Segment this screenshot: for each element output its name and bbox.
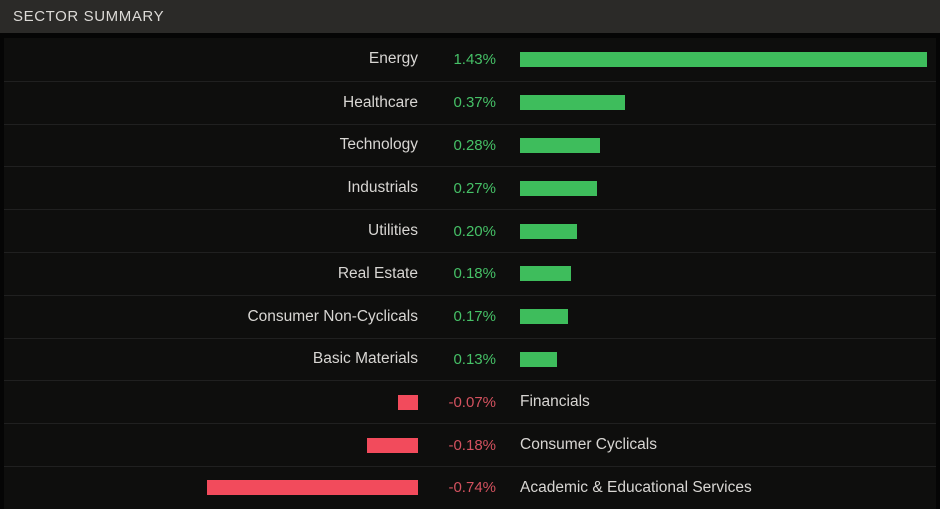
sector-label: Consumer Non-Cyclicals <box>247 307 418 325</box>
sector-label: Industrials <box>347 179 418 197</box>
row-value-zone: 0.28% <box>418 125 500 167</box>
sector-row-basic-materials[interactable]: Basic Materials 0.13% <box>4 337 936 381</box>
row-bar-zone: Consumer Cyclicals <box>500 424 936 466</box>
sector-change-value: 0.17% <box>453 308 496 326</box>
sector-change-value: -0.74% <box>448 479 496 497</box>
sector-bar <box>520 266 571 282</box>
sector-label: Technology <box>339 136 418 154</box>
row-value-zone: -0.18% <box>418 424 500 466</box>
row-left-zone <box>4 381 418 423</box>
sector-change-value: -0.18% <box>448 436 496 454</box>
widget-title: SECTOR SUMMARY <box>13 8 165 25</box>
sector-label: Energy <box>368 50 418 68</box>
row-bar-zone <box>500 167 936 209</box>
sector-row-energy[interactable]: Energy 1.43% <box>4 38 936 81</box>
sector-change-value: 0.37% <box>453 94 496 112</box>
sector-change-value: 1.43% <box>453 50 496 68</box>
sector-bar <box>207 480 418 496</box>
row-value-zone: -0.07% <box>418 381 500 423</box>
sector-change-value: 0.28% <box>453 136 496 154</box>
row-value-zone: 0.17% <box>418 296 500 338</box>
sector-label: Healthcare <box>343 93 418 111</box>
sector-bar <box>520 309 568 325</box>
sector-label: Academic & Educational Services <box>520 478 752 496</box>
row-left-zone: Real Estate <box>4 253 418 295</box>
row-bar-zone: Academic & Educational Services <box>500 467 936 509</box>
sector-label: Utilities <box>368 222 418 240</box>
sector-rows: Energy 1.43% Healthcare 0.37% Technology 0.28… <box>4 38 936 509</box>
sector-bar <box>520 137 600 153</box>
row-value-zone: 0.20% <box>418 210 500 252</box>
row-bar-zone <box>500 210 936 252</box>
row-bar-zone <box>500 339 936 381</box>
sector-label: Basic Materials <box>312 350 418 368</box>
row-value-zone: 1.43% <box>418 38 500 81</box>
sector-row-utilities[interactable]: Utilities 0.20% <box>4 209 936 252</box>
sector-label: Consumer Cyclicals <box>520 436 657 454</box>
sector-change-value: 0.27% <box>453 179 496 197</box>
sector-row-financials[interactable]: -0.07% Financials <box>4 380 936 424</box>
row-bar-zone <box>500 253 936 295</box>
sector-bar <box>520 180 597 196</box>
row-value-zone: -0.74% <box>418 467 500 509</box>
widget-header: SECTOR SUMMARY <box>0 0 940 33</box>
row-left-zone: Utilities <box>4 210 418 252</box>
sector-label: Financials <box>520 393 590 411</box>
row-left-zone: Basic Materials <box>4 339 418 381</box>
row-left-zone: Healthcare <box>4 82 418 124</box>
sector-bar <box>520 95 625 111</box>
sector-row-technology[interactable]: Technology 0.28% <box>4 123 936 167</box>
row-value-zone: 0.37% <box>418 82 500 124</box>
sector-row-healthcare[interactable]: Healthcare 0.37% <box>4 80 936 124</box>
row-left-zone: Industrials <box>4 167 418 209</box>
sector-bar <box>520 351 557 367</box>
sector-bar <box>520 223 577 239</box>
row-bar-zone: Financials <box>500 381 936 423</box>
sector-change-value: -0.07% <box>448 393 496 411</box>
row-left-zone: Consumer Non-Cyclicals <box>4 296 418 338</box>
row-left-zone <box>4 424 418 466</box>
row-value-zone: 0.18% <box>418 253 500 295</box>
row-left-zone: Energy <box>4 38 418 81</box>
sector-row-consumer-non-cyclicals[interactable]: Consumer Non-Cyclicals 0.17% <box>4 294 936 338</box>
row-left-zone <box>4 467 418 509</box>
sector-row-academic-educational-services[interactable]: -0.74% Academic & Educational Services <box>4 465 936 509</box>
sector-bar <box>367 437 418 453</box>
row-bar-zone <box>500 296 936 338</box>
row-left-zone: Technology <box>4 125 418 167</box>
row-bar-zone <box>500 82 936 124</box>
sector-change-value: 0.13% <box>453 350 496 368</box>
sector-row-real-estate[interactable]: Real Estate 0.18% <box>4 251 936 295</box>
row-bar-zone <box>500 125 936 167</box>
sector-row-industrials[interactable]: Industrials 0.27% <box>4 166 936 210</box>
row-value-zone: 0.27% <box>418 167 500 209</box>
sector-row-consumer-cyclicals[interactable]: -0.18% Consumer Cyclicals <box>4 423 936 466</box>
row-bar-zone <box>500 38 936 81</box>
sector-bar <box>398 394 418 410</box>
sector-bar <box>520 51 927 67</box>
sector-change-value: 0.18% <box>453 265 496 283</box>
sector-change-value: 0.20% <box>453 222 496 240</box>
sector-label: Real Estate <box>337 264 418 282</box>
row-value-zone: 0.13% <box>418 339 500 381</box>
